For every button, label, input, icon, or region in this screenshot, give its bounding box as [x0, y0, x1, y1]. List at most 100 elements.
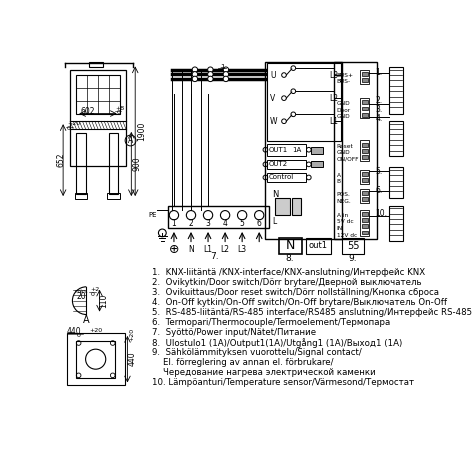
- Text: 5.  RS-485-liitäntä/RS-485 interface/RS485 anslutning/Интерфейс RS-485: 5. RS-485-liitäntä/RS-485 interface/RS48…: [152, 308, 473, 317]
- Text: 900: 900: [132, 156, 141, 171]
- Bar: [275, 198, 290, 215]
- Bar: [292, 198, 301, 215]
- Bar: [342, 238, 364, 254]
- Circle shape: [192, 72, 198, 77]
- Bar: [306, 238, 330, 254]
- Bar: [362, 178, 368, 182]
- Text: Чередование нагрева электрической каменки: Чередование нагрева электрической каменк…: [152, 368, 376, 378]
- Text: 6.: 6.: [375, 186, 383, 195]
- Text: 9.: 9.: [349, 254, 357, 263]
- Bar: [267, 64, 341, 140]
- Bar: [360, 210, 369, 236]
- Text: 3: 3: [206, 219, 210, 228]
- Bar: [360, 170, 369, 184]
- Text: 7.: 7.: [210, 252, 219, 261]
- Text: 0: 0: [117, 110, 120, 115]
- Text: +20: +20: [129, 328, 135, 341]
- Text: 2.: 2.: [375, 96, 383, 105]
- Text: N: N: [285, 239, 295, 252]
- Bar: [267, 160, 306, 169]
- Text: BUS+
BUS-: BUS+ BUS-: [337, 73, 354, 84]
- Bar: [311, 161, 323, 167]
- Bar: [389, 167, 402, 198]
- Bar: [362, 172, 368, 176]
- Text: 2.  Ovikytkin/Door switch/Dörr brytare/Дверной выключатель: 2. Ovikytkin/Door switch/Dörr brytare/Дв…: [152, 279, 422, 287]
- Bar: [362, 106, 368, 111]
- Bar: [76, 75, 120, 113]
- Text: V: V: [270, 93, 275, 103]
- Bar: [360, 189, 369, 203]
- Bar: [362, 143, 368, 146]
- Circle shape: [223, 67, 228, 73]
- Bar: [360, 70, 369, 84]
- Text: 55: 55: [346, 241, 359, 251]
- Circle shape: [192, 76, 198, 81]
- Text: 6.  Termopari/Thermocouple/Termoelement/Термопара: 6. Termopari/Thermocouple/Termoelement/Т…: [152, 319, 391, 327]
- Bar: [267, 144, 306, 156]
- Text: 652: 652: [56, 153, 65, 167]
- Circle shape: [223, 76, 228, 81]
- Text: 8.  Ulostulo1 (1A)/Output1(1A)/Utgång1 (1A)/Выход1 (1A): 8. Ulostulo1 (1A)/Output1(1A)/Utgång1 (1…: [152, 339, 402, 348]
- Text: 8.: 8.: [285, 254, 294, 263]
- Bar: [360, 140, 369, 160]
- Text: 0: 0: [67, 126, 71, 132]
- Text: 440: 440: [128, 352, 137, 366]
- Text: Control: Control: [268, 174, 294, 180]
- Bar: [89, 62, 103, 66]
- Text: 5: 5: [240, 219, 245, 228]
- Text: 2: 2: [189, 219, 193, 228]
- Text: 1.: 1.: [375, 68, 383, 77]
- Bar: [334, 62, 377, 239]
- Text: min.: min.: [75, 289, 89, 294]
- Text: L: L: [273, 217, 277, 226]
- Bar: [264, 62, 342, 239]
- Bar: [267, 173, 306, 182]
- Text: 10.: 10.: [375, 209, 387, 218]
- Text: 3: 3: [220, 66, 224, 73]
- Bar: [279, 238, 302, 254]
- Bar: [389, 67, 402, 113]
- Bar: [362, 231, 368, 234]
- Bar: [362, 113, 368, 117]
- Bar: [362, 100, 368, 104]
- Text: A: A: [128, 136, 133, 145]
- Text: +2: +2: [90, 286, 100, 292]
- Text: L2: L2: [329, 93, 338, 103]
- Bar: [76, 341, 115, 378]
- Text: POS.
NEG.: POS. NEG.: [337, 192, 351, 204]
- Text: 5.: 5.: [375, 167, 383, 176]
- Circle shape: [208, 67, 213, 73]
- Circle shape: [208, 76, 213, 81]
- Circle shape: [223, 72, 228, 77]
- Text: +8: +8: [115, 106, 124, 111]
- Bar: [75, 193, 87, 199]
- Text: A
B: A B: [337, 173, 341, 185]
- Bar: [70, 70, 126, 166]
- Text: 1A: 1A: [292, 147, 301, 153]
- Text: +20: +20: [89, 328, 102, 333]
- Text: L1: L1: [329, 117, 338, 126]
- Text: A in
5V dc
IN
12V dc: A in 5V dc IN 12V dc: [337, 213, 357, 238]
- Text: L1: L1: [203, 246, 212, 254]
- Text: 0: 0: [77, 333, 81, 338]
- Text: 4.  On-Off kytkin/On-Off switch/On-Off brytare/Выключатель On-Off: 4. On-Off kytkin/On-Off switch/On-Off br…: [152, 299, 447, 307]
- Circle shape: [192, 67, 198, 73]
- Bar: [389, 206, 402, 240]
- Bar: [67, 333, 125, 385]
- Bar: [362, 155, 368, 159]
- Text: GND
Door
GND: GND Door GND: [337, 101, 351, 120]
- Text: 3.: 3.: [375, 105, 383, 114]
- Text: U: U: [270, 71, 275, 80]
- Circle shape: [208, 72, 213, 77]
- Text: 3.  Ovikuittaus/Door reset switch/Dörr nollställning/Кнопка сброса: 3. Ovikuittaus/Door reset switch/Dörr no…: [152, 288, 439, 297]
- Text: out1: out1: [309, 241, 328, 251]
- Text: OUT2: OUT2: [268, 161, 288, 167]
- Text: W: W: [270, 117, 278, 126]
- Bar: [389, 121, 402, 156]
- Text: Reset
GND
ON/OFF: Reset GND ON/OFF: [337, 144, 359, 162]
- Text: 1: 1: [172, 219, 176, 228]
- Bar: [362, 149, 368, 153]
- Text: 1: 1: [220, 64, 224, 70]
- Bar: [362, 225, 368, 228]
- Bar: [311, 147, 323, 153]
